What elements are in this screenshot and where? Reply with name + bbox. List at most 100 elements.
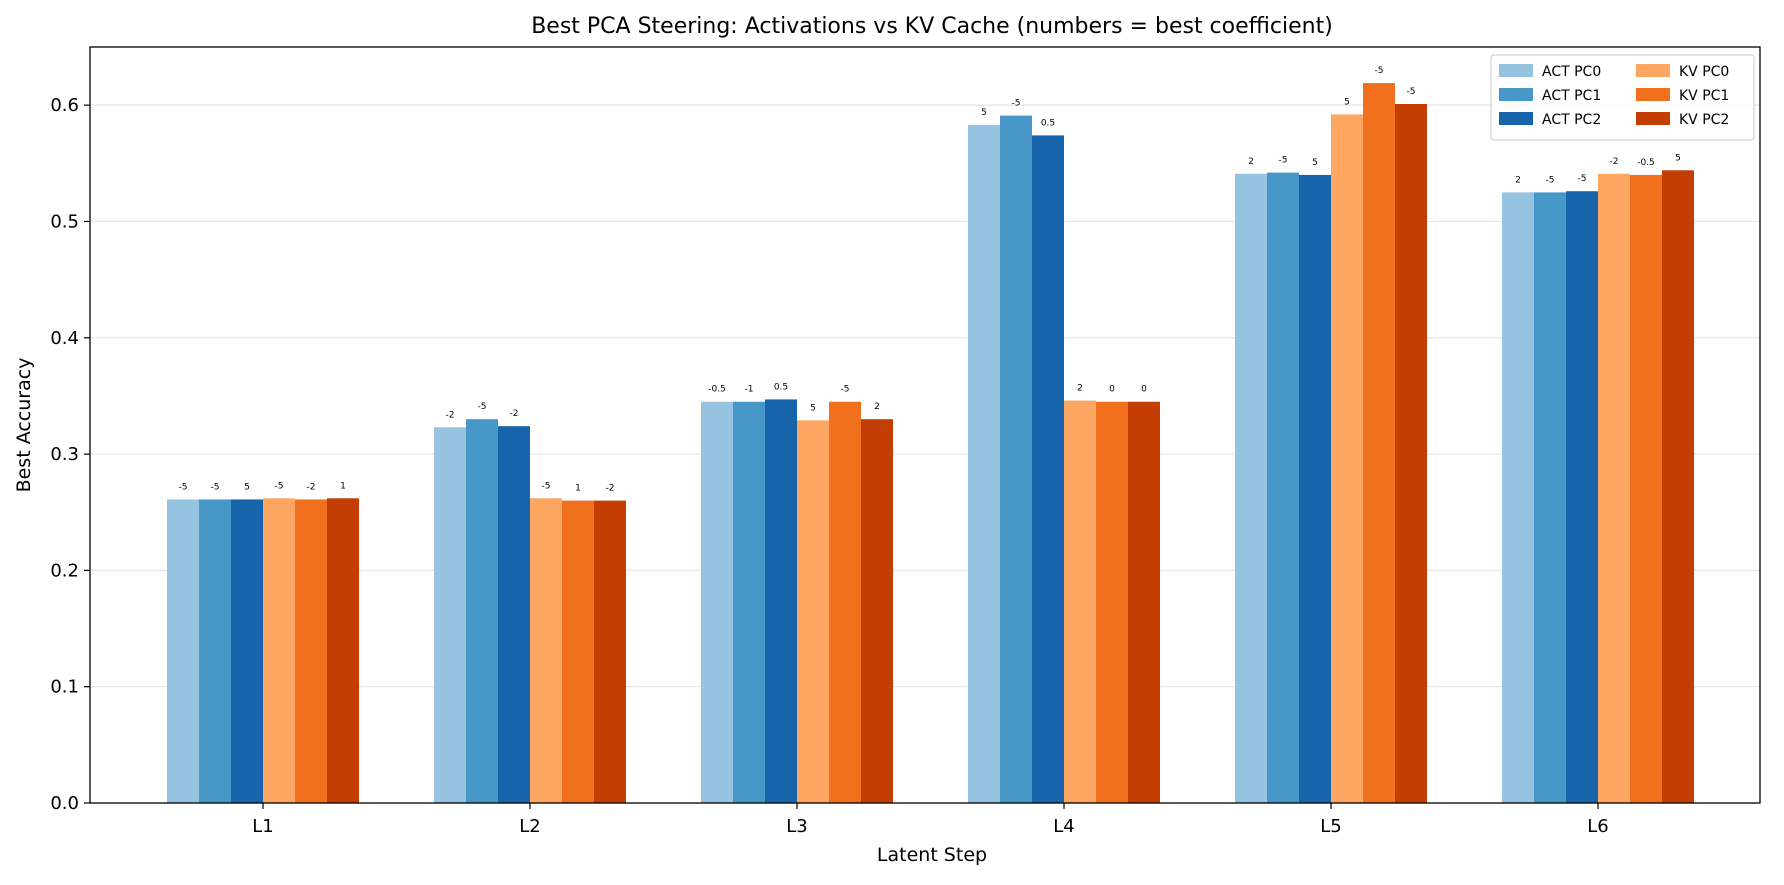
legend-swatch [1636, 112, 1670, 125]
bar-value-label: 5 [1312, 158, 1318, 168]
x-axis-label: Latent Step [877, 844, 987, 866]
x-tick-label: L4 [1053, 816, 1074, 837]
bar-value-label: -5 [1012, 99, 1021, 109]
bar-value-label: -5 [478, 402, 487, 412]
bar [1363, 83, 1395, 804]
legend-swatch [1636, 88, 1670, 101]
bar-value-label: 0.5 [774, 382, 788, 392]
bar-value-label: 2 [1248, 157, 1254, 167]
bar-value-label: -2 [510, 409, 519, 419]
bar-value-label: 5 [244, 482, 250, 492]
bar [861, 419, 893, 803]
bar-value-label: 2 [874, 402, 880, 412]
bar-value-label: -2 [446, 410, 455, 420]
bar [1566, 191, 1598, 803]
legend-label: KV PC0 [1679, 64, 1729, 80]
bar-value-label: 5 [981, 108, 987, 118]
legend-box [1490, 54, 1755, 141]
bar-value-label: 2 [1077, 384, 1083, 394]
legend: ACT PC0 ACT PC1 ACT PC2 KV PC0 KV PC1 KV PC2 [1490, 54, 1755, 141]
bar [466, 419, 498, 803]
bar [295, 499, 327, 803]
x-axis-ticks: L1 L2 L3 L4 L5 L6 [252, 803, 1609, 837]
x-tick-label: L3 [786, 816, 807, 837]
bar-value-label: 2 [1515, 175, 1521, 185]
chart-title: Best PCA Steering: Activations vs KV Cac… [531, 14, 1333, 39]
bar [1299, 174, 1331, 803]
legend-label: KV PC1 [1679, 88, 1729, 104]
y-tick-label: 0.4 [50, 328, 79, 349]
bar-value-label: 5 [1344, 97, 1350, 107]
bar [968, 124, 1000, 804]
bar-value-label: 5 [810, 403, 816, 413]
y-tick-label: 0.6 [50, 95, 79, 116]
legend-swatch [1499, 112, 1533, 125]
x-tick-label: L5 [1320, 816, 1341, 837]
bar [1235, 173, 1267, 803]
bar [733, 401, 765, 803]
y-tick-label: 0.2 [50, 560, 79, 581]
bar [1502, 192, 1534, 803]
y-axis-label: Best Accuracy [13, 358, 35, 493]
x-tick-label: L6 [1587, 816, 1608, 837]
y-tick-label: 0.0 [50, 793, 79, 814]
bar [1128, 401, 1160, 803]
legend-label: ACT PC0 [1542, 64, 1601, 80]
bar-value-label: -5 [1546, 175, 1555, 185]
bar-value-label: 5 [1675, 153, 1681, 163]
bar-value-label: -2 [1610, 157, 1619, 167]
bar [263, 498, 295, 803]
bar [829, 401, 861, 803]
bar-value-label: 1 [340, 481, 346, 491]
bar [562, 500, 594, 803]
bar [530, 498, 562, 803]
bar [1534, 192, 1566, 803]
bar-value-label: -5 [211, 482, 220, 492]
y-tick-label: 0.1 [50, 677, 79, 698]
bar [1032, 135, 1064, 803]
y-axis-ticks: 0.0 0.1 0.2 0.3 0.4 0.5 0.6 [50, 95, 90, 814]
bar-value-label: -5 [1279, 156, 1288, 166]
bar [1064, 400, 1096, 803]
legend-label: KV PC2 [1679, 112, 1729, 128]
grid-lines [90, 104, 1760, 688]
bar-value-label: -1 [745, 385, 754, 395]
bar-value-label: -0.5 [708, 385, 726, 395]
bar-value-labels: -5 -5 5 -5 -2 1 -2 -5 -2 -5 1 -2 -0.5 -1 0.5 5 -5 2 5 -5 0.5… [179, 66, 1681, 494]
bar-value-label: 0 [1109, 385, 1115, 395]
bar-value-label: -0.5 [1637, 158, 1655, 168]
bar [1598, 173, 1630, 803]
bar-value-label: -5 [1407, 87, 1416, 97]
bar [498, 426, 530, 803]
bar [327, 498, 359, 803]
bar [1096, 401, 1128, 803]
bar-value-label: 1 [575, 484, 581, 494]
bar [1395, 103, 1427, 803]
bar [1000, 115, 1032, 804]
bar [167, 499, 199, 803]
bar-value-label: -5 [1375, 66, 1384, 76]
x-tick-label: L1 [252, 816, 273, 837]
bar [797, 420, 829, 803]
bar-value-label: -5 [179, 482, 188, 492]
bar [1662, 170, 1694, 804]
bar-value-label: -5 [841, 385, 850, 395]
bars [167, 83, 1694, 804]
bar [231, 499, 263, 803]
bar-value-label: -2 [606, 484, 615, 494]
bar-value-label: -2 [307, 482, 316, 492]
bar [1267, 172, 1299, 803]
y-tick-label: 0.5 [50, 211, 79, 232]
plot-frame [89, 46, 1761, 804]
legend-label: ACT PC1 [1542, 88, 1601, 104]
bar-value-label: -5 [1578, 174, 1587, 184]
bar-value-label: 0 [1141, 385, 1147, 395]
bar [1331, 114, 1363, 804]
bar [434, 427, 466, 803]
bar [1630, 174, 1662, 803]
y-tick-label: 0.3 [50, 444, 79, 465]
bar-value-label: 0.5 [1041, 118, 1055, 128]
bar [765, 399, 797, 803]
